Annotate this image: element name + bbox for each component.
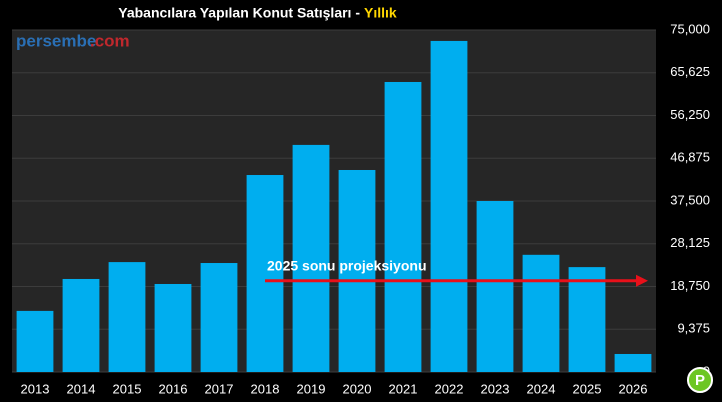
x-tick-label: 2021 — [389, 381, 418, 396]
x-tick-label: 2015 — [113, 381, 142, 396]
x-tick-label: 2025 — [573, 381, 602, 396]
annotation-text: 2025 sonu projeksiyonu — [267, 258, 427, 274]
x-tick-label: 2016 — [159, 381, 188, 396]
x-tick-label: 2019 — [297, 381, 326, 396]
y-tick-label: 28,125 — [670, 235, 710, 250]
y-tick-label: 75,000 — [670, 21, 710, 36]
logo-badge — [687, 367, 713, 393]
x-tick-label: 2024 — [527, 381, 556, 396]
bar — [338, 169, 376, 372]
x-tick-label: 2020 — [343, 381, 372, 396]
y-tick-label: 65,625 — [670, 64, 710, 79]
x-tick-label: 2022 — [435, 381, 464, 396]
bar — [568, 267, 606, 372]
y-tick-label: 9,375 — [677, 321, 710, 336]
bar — [522, 254, 560, 372]
chart-title: Yabancılara Yapılan Konut Satışları - — [118, 5, 360, 21]
annotation-arrowhead — [636, 274, 648, 287]
chart-title-highlight: Yıllık — [364, 5, 397, 21]
bar — [292, 144, 330, 372]
marks: 09,37518,75028,12537,50046,87556,25065,6… — [12, 21, 710, 396]
y-tick-label: 18,750 — [670, 278, 710, 293]
watermark: persembe — [16, 31, 96, 50]
x-tick-label: 2013 — [21, 381, 50, 396]
x-tick-label: 2026 — [619, 381, 648, 396]
y-tick-label: 37,500 — [670, 192, 710, 207]
x-tick-label: 2023 — [481, 381, 510, 396]
bar — [246, 175, 284, 372]
y-tick-label: 46,875 — [670, 150, 710, 165]
bar — [16, 310, 54, 372]
bar — [154, 283, 192, 372]
bar — [62, 278, 100, 372]
bar — [384, 81, 422, 372]
x-tick-label: 2014 — [67, 381, 96, 396]
watermark-suffix: .com — [90, 31, 130, 50]
bar — [200, 263, 238, 372]
bar — [614, 353, 652, 372]
x-tick-label: 2018 — [251, 381, 280, 396]
bar — [430, 40, 468, 372]
x-tick-label: 2017 — [205, 381, 234, 396]
y-tick-label: 56,250 — [670, 107, 710, 122]
logo-text: P — [695, 372, 705, 389]
bar — [476, 201, 514, 372]
bar — [108, 262, 146, 372]
